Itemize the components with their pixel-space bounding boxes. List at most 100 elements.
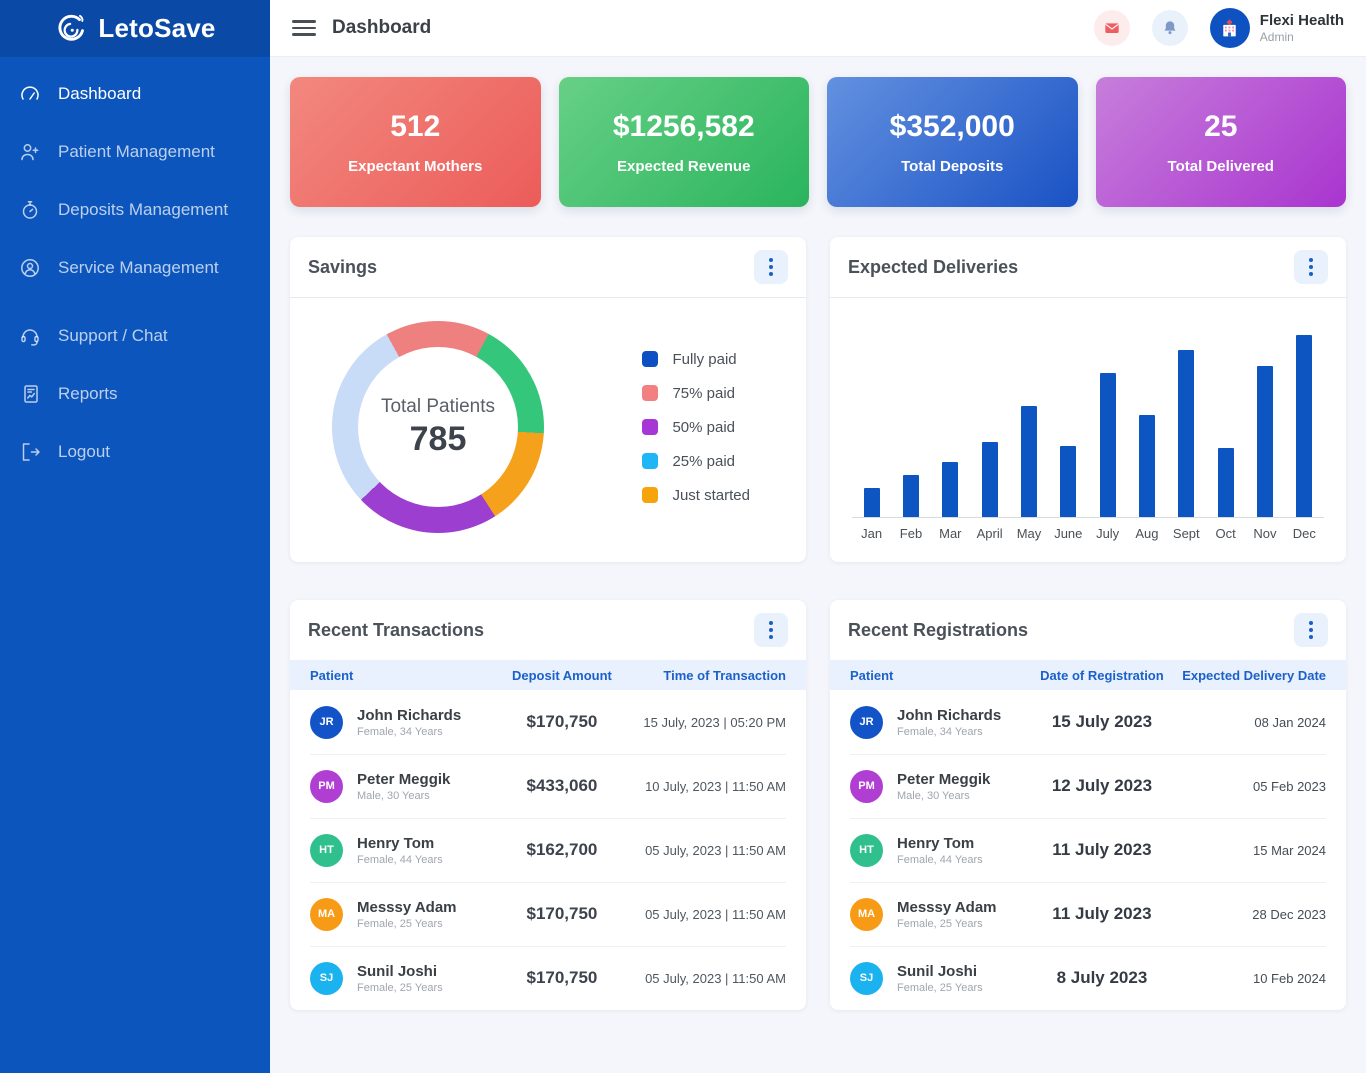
deposit-amount: $170,750 xyxy=(526,968,598,987)
sidebar-item-label: Support / Chat xyxy=(58,326,168,345)
transactions-table-header: Patient Deposit Amount Time of Transacti… xyxy=(290,660,806,690)
donut-chart: Total Patients 785 xyxy=(332,321,544,533)
sidebar-item-patient-management[interactable]: Patient Management xyxy=(0,123,270,181)
support-chat-icon xyxy=(21,329,39,346)
legend-swatch xyxy=(642,453,659,469)
bar-mar xyxy=(931,462,970,517)
dashboard-icon xyxy=(21,86,39,100)
legend-item-50-paid: 50% paid xyxy=(642,419,750,436)
patient-name: Sunil Joshi xyxy=(357,962,438,980)
reports-icon xyxy=(24,385,38,403)
mail-button[interactable] xyxy=(1093,10,1130,46)
registration-date: 15 July 2023 xyxy=(1051,712,1153,731)
stat-card-total-deposits[interactable]: $352,000 Total Deposits xyxy=(827,77,1078,207)
stat-value: 512 xyxy=(390,109,441,143)
deliveries-bar-chart: Jan Feb Mar April May June July Aug Sept Oct Nov De… xyxy=(830,298,1346,555)
topbar-actions: Flexi Health Admin xyxy=(1093,8,1344,48)
bar-label-aug: Aug xyxy=(1135,526,1159,541)
patient-meta: Male, 30 Years xyxy=(357,789,430,802)
sidebar-item-label: Deposits Management xyxy=(58,200,229,219)
stat-value: 25 xyxy=(1204,109,1238,143)
logo-text: LetoSave xyxy=(98,13,216,43)
avatar xyxy=(1209,8,1250,48)
registrations-title: Recent Registrations xyxy=(848,619,1029,640)
bar-may xyxy=(1009,406,1048,517)
stat-value: $1256,582 xyxy=(612,109,755,143)
sidebar-item-dashboard[interactable]: Dashboard xyxy=(0,65,270,123)
sidebar-item-deposits-management[interactable]: Deposits Management xyxy=(0,181,270,239)
patient-name: Peter Meggik xyxy=(357,770,451,788)
user-role: Admin xyxy=(1259,30,1294,44)
legend-item-75-paid: 75% paid xyxy=(642,385,750,402)
bar-label-april: April xyxy=(976,526,1003,541)
bar-april xyxy=(970,442,1009,517)
patient-name: Henry Tom xyxy=(897,834,975,852)
registrations-kebab-menu-icon[interactable] xyxy=(1294,613,1328,647)
bar-label-nov: Nov xyxy=(1253,526,1277,541)
donut-legend: Fully paid 75% paid 50% paid 25% paid Just s… xyxy=(642,351,750,504)
bar-label-feb: Feb xyxy=(899,526,923,541)
bar-sept xyxy=(1167,350,1206,517)
charts-row: Savings Total Patients 785 Fully paid 75%… xyxy=(290,237,1346,562)
bar-jan xyxy=(852,488,891,517)
patient-management-icon xyxy=(21,144,39,161)
patient-meta: Female, 34 Years xyxy=(897,725,983,738)
user-name: Flexi Health xyxy=(1259,12,1344,29)
hospital-icon xyxy=(1223,19,1237,36)
logo[interactable]: LetoSave xyxy=(0,0,270,57)
sidebar-item-support-chat[interactable]: Support / Chat xyxy=(0,307,270,365)
patient-name: John Richards xyxy=(357,706,462,724)
deposit-amount: $162,700 xyxy=(526,840,598,859)
sidebar-item-service-management[interactable]: Service Management xyxy=(0,239,270,297)
deposits-management-icon xyxy=(22,201,38,219)
stat-label: Expectant Mothers xyxy=(348,157,483,175)
notifications-button[interactable] xyxy=(1151,10,1188,46)
patient-name: Peter Meggik xyxy=(897,770,991,788)
sidebar-item-label: Reports xyxy=(58,384,118,403)
transaction-row: HT Henry Tom Female, 44 Years $162,700 05 Ju… xyxy=(290,818,806,882)
bar-label-oct: Oct xyxy=(1215,526,1236,541)
deposit-amount: $170,750 xyxy=(526,712,598,731)
stat-card-expected-revenue[interactable]: $1256,582 Expected Revenue xyxy=(558,77,809,207)
legend-item-25-paid: 25% paid xyxy=(642,453,750,470)
transaction-row: SJ Sunil Joshi Female, 25 Years $170,750 05 … xyxy=(290,946,806,1010)
hamburger-menu-icon[interactable] xyxy=(292,20,316,36)
registration-date: 8 July 2023 xyxy=(1056,968,1148,987)
sidebar-item-label: Dashboard xyxy=(58,84,142,103)
stat-label: Expected Revenue xyxy=(617,157,751,175)
transaction-time: 05 July, 2023 | 11:50 AM xyxy=(645,842,786,858)
transactions-kebab-menu-icon[interactable] xyxy=(754,613,788,647)
patient-meta: Female, 44 Years xyxy=(897,853,983,866)
bar-label-sept: Sept xyxy=(1172,526,1200,541)
deposit-amount: $433,060 xyxy=(526,776,598,795)
deliveries-title: Expected Deliveries xyxy=(848,256,1019,277)
stat-card-total-delivered[interactable]: 25 Total Delivered xyxy=(1095,77,1346,207)
sidebar-item-reports[interactable]: Reports xyxy=(0,365,270,423)
bar-label-jan: Jan xyxy=(861,526,883,541)
legend-item-fully-paid: Fully paid xyxy=(642,351,750,368)
deliveries-kebab-menu-icon[interactable] xyxy=(1294,250,1328,284)
bar-label-july: July xyxy=(1096,526,1120,541)
registrations-table: JR John Richards Female, 34 Years 15 July 2… xyxy=(830,690,1346,1010)
legend-swatch xyxy=(642,351,659,367)
registration-row: HT Henry Tom Female, 44 Years 11 July 2023 1… xyxy=(830,818,1346,882)
patient-avatar: JR xyxy=(310,705,343,739)
legend-label: 50% paid xyxy=(672,418,736,436)
legend-label: 75% paid xyxy=(672,384,736,402)
patient-name: John Richards xyxy=(897,706,1002,724)
savings-kebab-menu-icon[interactable] xyxy=(754,250,788,284)
legend-label: Fully paid xyxy=(672,350,737,368)
stat-cards: 512 Expectant Mothers $1256,582 Expected Re… xyxy=(290,77,1346,207)
tables-row: Recent Transactions Patient Deposit Amou… xyxy=(290,600,1346,1010)
stat-card-expectant-mothers[interactable]: 512 Expectant Mothers xyxy=(290,77,541,207)
patient-name: Henry Tom xyxy=(357,834,435,852)
registration-row: PM Peter Meggik Male, 30 Years 12 July 2023… xyxy=(830,754,1346,818)
legend-label: 25% paid xyxy=(672,452,736,470)
patient-avatar: MA xyxy=(850,897,883,931)
patient-avatar: JR xyxy=(850,705,883,739)
donut-center-value: 785 xyxy=(409,419,467,458)
sidebar-item-logout[interactable]: Logout xyxy=(0,423,270,481)
user-menu[interactable]: Flexi Health Admin xyxy=(1209,8,1344,48)
patient-name: Messsy Adam xyxy=(897,898,997,916)
